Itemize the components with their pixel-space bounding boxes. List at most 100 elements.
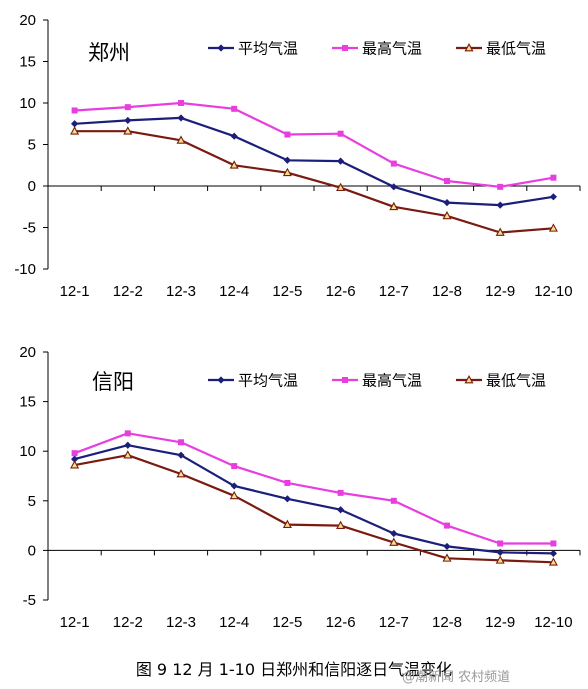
x-tick-label: 12-5 xyxy=(272,283,302,300)
data-point xyxy=(230,132,238,140)
data-point xyxy=(442,553,452,562)
x-tick-label: 12-3 xyxy=(166,283,196,300)
y-tick-label: -5 xyxy=(23,220,36,237)
x-tick-label: 12-8 xyxy=(432,283,462,300)
x-tick-label: 12-10 xyxy=(534,283,572,300)
data-point xyxy=(71,107,78,114)
x-tick-label: 12-9 xyxy=(485,614,515,631)
data-point xyxy=(70,126,80,135)
x-tick-label: 12-1 xyxy=(60,614,90,631)
data-point xyxy=(123,450,133,459)
data-point xyxy=(442,210,452,220)
data-point xyxy=(496,548,504,556)
x-tick-label: 12-1 xyxy=(60,283,90,300)
x-tick-label: 12-3 xyxy=(166,614,196,631)
y-tick-label: 20 xyxy=(19,12,36,29)
x-tick-label: 12-4 xyxy=(219,283,249,300)
data-point xyxy=(550,174,557,181)
y-tick-label: 15 xyxy=(19,394,36,411)
data-point xyxy=(229,490,239,500)
data-point xyxy=(390,497,397,504)
series-line xyxy=(74,116,554,207)
data-point xyxy=(284,479,291,486)
y-tick-label: 0 xyxy=(28,178,36,195)
y-tick-label: 15 xyxy=(19,54,36,71)
legend-marker xyxy=(217,376,225,384)
data-point xyxy=(124,430,131,437)
data-point xyxy=(71,120,79,128)
data-point xyxy=(123,126,133,135)
x-tick-label: 12-2 xyxy=(113,283,143,300)
legend-label: 最高气温 xyxy=(362,372,422,390)
data-point xyxy=(390,183,398,191)
data-point xyxy=(550,540,557,547)
x-tick-label: 12-9 xyxy=(485,283,515,300)
legend-label: 最低气温 xyxy=(486,372,546,390)
data-point xyxy=(176,469,186,478)
chart-panel-1: -10 -5 0 5 10 15 20 12-1 12-2 12-3 12-4 12-5 12-6 12-… xyxy=(14,12,581,300)
legend-label: 平均气温 xyxy=(238,372,298,390)
data-point xyxy=(282,167,292,177)
data-point xyxy=(124,441,132,449)
legend-marker xyxy=(342,377,348,383)
data-point xyxy=(337,506,345,514)
data-point xyxy=(495,555,505,564)
data-point xyxy=(443,542,451,551)
x-tick-label: 12-2 xyxy=(113,614,143,631)
data-point xyxy=(389,537,399,546)
y-tick-label: 5 xyxy=(28,137,36,154)
data-point xyxy=(231,105,238,112)
y-tick-label: 10 xyxy=(19,443,36,460)
data-point xyxy=(389,201,399,211)
x-tick-label: 12-7 xyxy=(379,283,409,300)
data-point xyxy=(496,201,504,209)
x-tick-label: 12-7 xyxy=(379,614,409,631)
data-point xyxy=(177,114,185,122)
y-tick-label: 5 xyxy=(28,493,36,510)
data-point xyxy=(390,160,397,167)
x-tick-label: 12-5 xyxy=(272,614,302,631)
watermark: @潮新闻 农村频道 xyxy=(402,670,511,685)
data-point xyxy=(337,130,344,137)
series-line xyxy=(74,101,554,188)
series-line xyxy=(74,444,554,555)
y-tick-label: 10 xyxy=(19,95,36,112)
x-tick-label: 12-10 xyxy=(534,614,572,631)
data-point xyxy=(282,519,292,528)
data-point xyxy=(283,156,291,164)
y-tick-label: -10 xyxy=(14,261,36,278)
data-point xyxy=(176,135,186,144)
data-point xyxy=(443,199,451,207)
data-point xyxy=(497,540,504,547)
data-point xyxy=(548,557,558,566)
data-point xyxy=(336,520,346,529)
data-point xyxy=(71,450,78,457)
data-point xyxy=(495,227,505,236)
chart-title: 郑州 xyxy=(88,41,130,65)
data-point xyxy=(444,522,450,529)
chart-title: 信阳 xyxy=(92,370,134,394)
x-tick-label: 12-6 xyxy=(326,283,356,300)
data-point xyxy=(337,489,344,496)
data-point xyxy=(337,157,345,165)
data-point xyxy=(231,463,238,470)
x-tick-label: 12-6 xyxy=(326,614,356,631)
data-point xyxy=(549,549,557,557)
x-tick-label: 12-4 xyxy=(219,614,249,631)
x-tick-label: 12-8 xyxy=(432,614,462,631)
legend-label: 平均气温 xyxy=(238,40,298,58)
data-point xyxy=(229,160,239,169)
legend-marker xyxy=(464,43,474,52)
y-tick-label: 20 xyxy=(19,344,36,361)
data-point xyxy=(177,451,185,459)
data-point xyxy=(283,495,291,503)
legend-label: 最低气温 xyxy=(486,40,546,58)
series-line xyxy=(74,130,554,234)
legend-marker xyxy=(464,375,474,384)
data-point xyxy=(390,529,398,538)
data-point xyxy=(70,460,80,469)
legend-marker xyxy=(342,45,348,51)
chart-panel-2: -5 0 5 10 15 20 12-1 12-2 12-3 12-4 12-5 12-6 12-7 12… xyxy=(19,344,581,631)
data-point xyxy=(124,116,132,125)
